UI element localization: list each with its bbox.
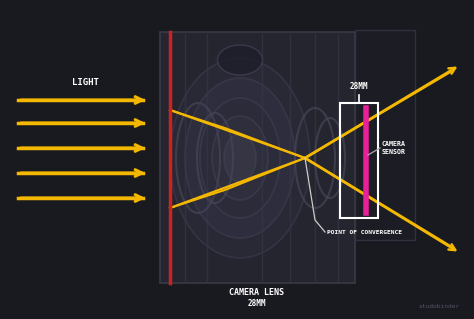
- Ellipse shape: [170, 58, 310, 258]
- Ellipse shape: [218, 45, 263, 75]
- Text: CAMERA
SENSOR: CAMERA SENSOR: [382, 141, 406, 155]
- Text: studobinder: studobinder: [419, 304, 460, 309]
- Text: LIGHT: LIGHT: [72, 78, 99, 87]
- Ellipse shape: [200, 98, 280, 218]
- Ellipse shape: [212, 116, 268, 200]
- Text: 28MM: 28MM: [248, 299, 266, 308]
- Ellipse shape: [185, 78, 295, 238]
- Text: POINT OF CONVERGENCE: POINT OF CONVERGENCE: [327, 229, 402, 234]
- Bar: [160, 32, 355, 283]
- Bar: [340, 103, 378, 218]
- Bar: [355, 30, 415, 240]
- Text: 28MM: 28MM: [350, 82, 368, 91]
- Ellipse shape: [224, 134, 256, 182]
- Text: CAMERA LENS: CAMERA LENS: [229, 288, 284, 297]
